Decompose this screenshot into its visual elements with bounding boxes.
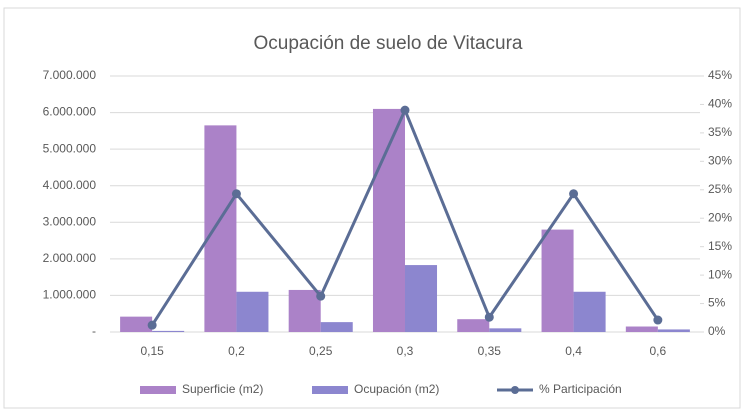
- y2-tick-label: 10%: [708, 267, 732, 281]
- legend-label: Ocupación (m2): [354, 382, 439, 396]
- marker: [569, 189, 579, 199]
- bar: [204, 125, 237, 332]
- marker: [653, 315, 663, 325]
- y2-tick-label: 5%: [708, 296, 726, 310]
- bar: [288, 289, 321, 332]
- marker: [231, 189, 241, 199]
- bar: [457, 319, 490, 332]
- y2-tick-label: 25%: [708, 182, 732, 196]
- y-tick-label: 3.000.000: [43, 214, 97, 228]
- bar: [573, 291, 606, 332]
- y-tick-label: 1.000.000: [43, 288, 97, 302]
- y-tick-label: 4.000.000: [43, 178, 97, 192]
- bar: [657, 329, 690, 332]
- bar: [236, 291, 269, 332]
- marker: [147, 320, 157, 330]
- legend-swatch: [140, 386, 176, 394]
- y-tick-label: -: [92, 324, 96, 338]
- marker: [316, 291, 326, 301]
- x-tick-label: 0,6: [650, 344, 667, 358]
- bar: [120, 316, 153, 332]
- marker: [484, 312, 494, 322]
- y2-tick-label: 0%: [708, 324, 726, 338]
- bar: [625, 326, 658, 332]
- marker: [400, 105, 410, 115]
- legend-swatch: [511, 386, 519, 394]
- y-tick-label: 2.000.000: [43, 251, 97, 265]
- legend-label: % Participación: [539, 382, 622, 396]
- y2-tick-label: 45%: [708, 68, 732, 82]
- y2-tick-label: 40%: [708, 97, 732, 111]
- y-tick-label: 5.000.000: [43, 141, 97, 155]
- x-tick-label: 0,3: [397, 344, 414, 358]
- bar: [152, 330, 185, 332]
- y2-tick-label: 20%: [708, 210, 732, 224]
- y2-tick-label: 15%: [708, 239, 732, 253]
- x-tick-label: 0,2: [228, 344, 245, 358]
- bar: [405, 265, 438, 332]
- chart-title: Ocupación de suelo de Vitacura: [254, 33, 523, 54]
- y-tick-label: 7.000.000: [43, 68, 97, 82]
- chart-frame: [3, 7, 741, 409]
- legend-label: Superficie (m2): [182, 382, 263, 396]
- x-tick-label: 0,25: [309, 344, 333, 358]
- x-tick-label: 0,15: [140, 344, 164, 358]
- bar: [320, 322, 353, 332]
- y-tick-label: 6.000.000: [43, 105, 97, 119]
- bar: [489, 328, 522, 332]
- y2-tick-label: 35%: [708, 125, 732, 139]
- x-tick-label: 0,35: [478, 344, 502, 358]
- x-tick-label: 0,4: [565, 344, 582, 358]
- bar: [541, 229, 574, 332]
- legend-swatch: [312, 386, 348, 394]
- y2-tick-label: 30%: [708, 154, 732, 168]
